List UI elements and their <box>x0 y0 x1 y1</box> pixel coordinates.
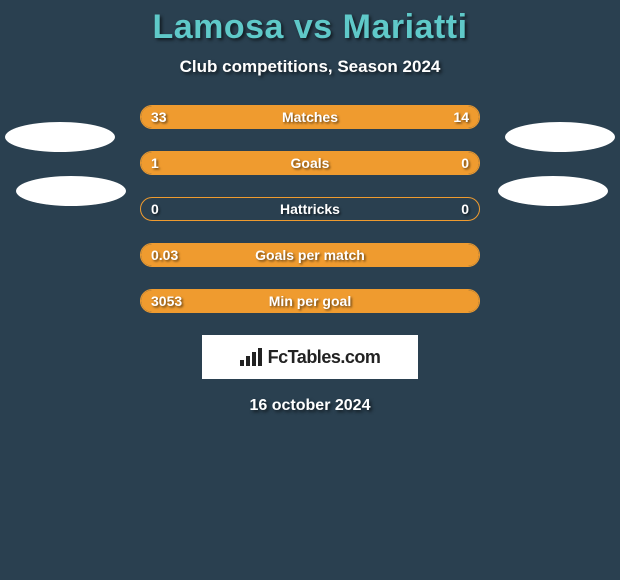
avatar-right-1 <box>505 122 615 152</box>
stat-row-min-per-goal: 3053 Min per goal <box>140 289 480 313</box>
avatar-left-1 <box>5 122 115 152</box>
stat-value-right: 0 <box>461 152 469 174</box>
stat-label: Hattricks <box>141 198 479 220</box>
stat-row-matches: 33 Matches 14 <box>140 105 480 129</box>
page-date: 16 october 2024 <box>0 397 620 415</box>
page-title: Lamosa vs Mariatti <box>0 0 620 47</box>
logo-text: FcTables.com <box>268 347 381 368</box>
logo-bars-icon <box>240 348 262 366</box>
stat-value-right: 14 <box>453 106 469 128</box>
stat-label: Matches <box>141 106 479 128</box>
stat-label: Goals <box>141 152 479 174</box>
stat-row-hattricks: 0 Hattricks 0 <box>140 197 480 221</box>
stat-row-goals-per-match: 0.03 Goals per match <box>140 243 480 267</box>
stat-value-right: 0 <box>461 198 469 220</box>
stat-label: Min per goal <box>141 290 479 312</box>
avatar-left-2 <box>16 176 126 206</box>
page-subtitle: Club competitions, Season 2024 <box>0 57 620 77</box>
logo-box: FcTables.com <box>202 335 418 379</box>
stats-container: 33 Matches 14 1 Goals 0 0 Hattricks 0 0.… <box>140 105 480 313</box>
stat-row-goals: 1 Goals 0 <box>140 151 480 175</box>
stat-label: Goals per match <box>141 244 479 266</box>
avatar-right-2 <box>498 176 608 206</box>
